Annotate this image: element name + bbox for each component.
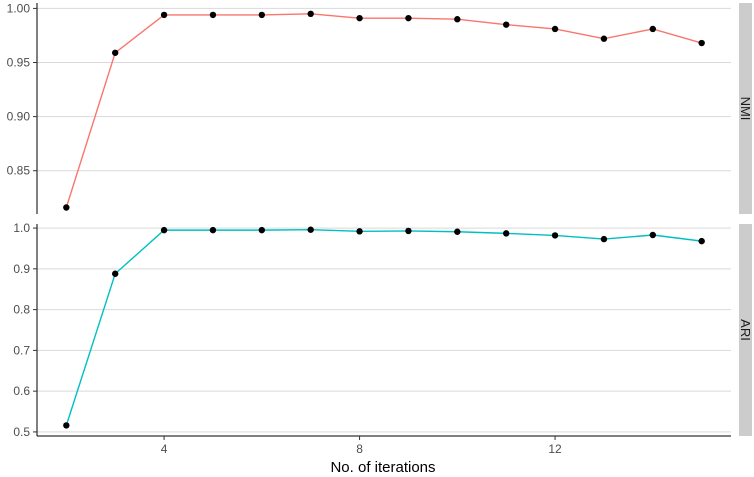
x-axis: 4 8 12 xyxy=(37,435,731,456)
data-point xyxy=(209,226,217,234)
data-point xyxy=(502,230,510,237)
facet-strip-label: NMI xyxy=(738,97,753,121)
facet-strip xyxy=(739,3,752,214)
x-tick-label: 4 xyxy=(161,442,168,456)
data-point xyxy=(258,226,266,234)
data-point xyxy=(405,14,412,22)
data-point xyxy=(698,237,705,245)
data-point xyxy=(551,25,559,33)
series-line-nmi xyxy=(65,13,702,208)
data-point xyxy=(454,228,461,235)
data-point xyxy=(160,11,168,19)
data-point xyxy=(258,11,266,19)
y-tick-label: 0.6 xyxy=(13,384,30,398)
data-point xyxy=(307,10,314,18)
data-point xyxy=(63,204,70,211)
data-point xyxy=(307,226,314,233)
y-tick-label: 0.95 xyxy=(7,56,31,70)
x-tick-label: 8 xyxy=(356,442,363,456)
data-point xyxy=(600,235,608,243)
y-tick-label: 1.0 xyxy=(13,221,30,235)
facet-strip xyxy=(739,224,752,436)
data-point xyxy=(111,49,119,56)
y-tick-label: 0.8 xyxy=(13,303,30,317)
y-tick-label: 0.85 xyxy=(7,164,31,178)
x-axis-title: No. of iterations xyxy=(330,459,435,476)
y-tick-label: 0.5 xyxy=(13,425,30,439)
data-point xyxy=(209,11,217,19)
data-point xyxy=(649,231,657,239)
data-point xyxy=(356,228,363,235)
data-point xyxy=(600,35,608,42)
y-tick-label: 1.00 xyxy=(7,1,31,15)
data-point xyxy=(502,21,510,28)
series-line-ari xyxy=(65,229,702,426)
facet-strip-label: ARI xyxy=(738,319,753,341)
y-tick-label: 0.9 xyxy=(13,262,30,276)
panel-ari: 0.5 0.6 0.7 0.8 0.9 1.0 ARI xyxy=(13,221,753,439)
data-point xyxy=(649,25,657,33)
data-point xyxy=(356,14,363,22)
data-point xyxy=(160,226,168,234)
data-point xyxy=(111,270,119,277)
data-point xyxy=(698,39,705,47)
x-tick-label: 12 xyxy=(548,442,562,456)
y-tick-label: 0.90 xyxy=(7,110,31,124)
data-point xyxy=(551,232,559,239)
data-point xyxy=(63,422,70,429)
panel-nmi: 0.85 0.90 0.95 1.00 NMI xyxy=(7,1,753,214)
data-point xyxy=(405,227,412,235)
data-point xyxy=(454,16,461,23)
y-tick-label: 0.7 xyxy=(13,343,30,357)
